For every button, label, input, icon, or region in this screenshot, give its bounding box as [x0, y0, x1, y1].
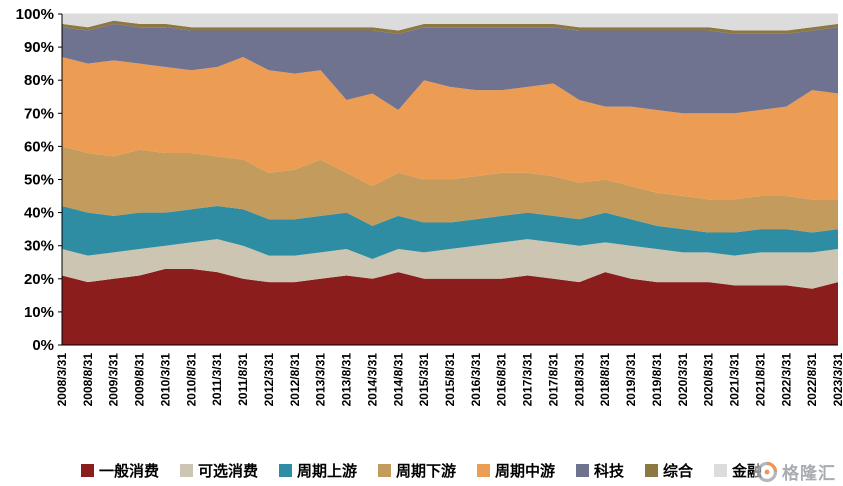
x-axis-label: 2013/8/31	[340, 353, 354, 407]
legend-label: 一般消费	[98, 463, 159, 480]
legend-item-2: 周期上游	[278, 460, 357, 481]
legend-swatch	[477, 464, 490, 477]
legend-item-7: 金融	[714, 460, 762, 481]
y-axis-label: 20%	[24, 271, 54, 288]
y-axis-label: 70%	[24, 105, 54, 122]
legend-swatch	[179, 464, 193, 477]
legend: 一般消费 可选消费 周期上游 周期下游 周期中游 科技 综合 金融	[0, 460, 843, 481]
legend-item-1: 可选消费	[179, 460, 258, 481]
legend-label: 金融	[732, 463, 763, 480]
legend-item-3: 周期下游	[377, 460, 456, 481]
area-series-5	[62, 23, 838, 114]
watermark-text: 格隆汇	[782, 464, 836, 483]
x-axis-label: 2018/3/31	[572, 353, 586, 407]
x-axis-label: 2009/8/31	[133, 353, 147, 407]
legend-label: 周期下游	[395, 463, 456, 480]
x-axis-label: 2022/3/31	[779, 353, 793, 407]
area-series-1	[62, 239, 838, 289]
x-axis-label: 2017/8/31	[546, 353, 560, 407]
legend-item-0: 一般消费	[80, 460, 159, 481]
y-axis-label: 50%	[24, 172, 54, 189]
x-axis-label: 2015/8/31	[443, 353, 457, 407]
x-axis-label: 2014/3/31	[365, 353, 379, 407]
legend-item-6: 综合	[645, 460, 693, 481]
x-axis-label: 2010/8/31	[184, 353, 198, 407]
area-series-2	[62, 205, 838, 259]
legend-label: 综合	[663, 463, 694, 480]
legend-swatch	[576, 464, 590, 477]
x-axis-label: 2014/8/31	[391, 353, 405, 407]
x-axis-label: 2020/3/31	[676, 353, 690, 407]
x-axis-label: 2021/8/31	[753, 353, 767, 407]
x-axis-label: 2011/3/31	[210, 353, 224, 406]
x-axis-label: 2016/3/31	[469, 353, 483, 407]
area-series-4	[62, 57, 838, 200]
legend-label: 科技	[594, 463, 625, 480]
chart-plot-area: 0% 10% 20% 30% 40% 50% 60% 70% 80% 90% 100% 2008/3/…	[16, 6, 843, 407]
x-axis-label: 2012/8/31	[288, 353, 302, 407]
x-axis-label: 2023/3/31	[831, 353, 843, 407]
gelonghui-logo-icon	[756, 461, 778, 482]
y-axis-label: 0%	[32, 337, 54, 354]
y-axis-label: 80%	[24, 72, 54, 89]
y-axis-label: 40%	[24, 205, 54, 222]
x-axis-label: 2017/3/31	[521, 353, 535, 407]
x-axis-label: 2011/8/31	[236, 353, 250, 406]
y-axis-label: 60%	[24, 138, 54, 155]
x-axis-label: 2013/3/31	[314, 353, 328, 407]
legend-label: 可选消费	[197, 463, 258, 480]
legend-swatch	[377, 464, 391, 477]
legend-label: 周期上游	[296, 463, 357, 480]
x-axis-label: 2016/8/31	[495, 353, 509, 407]
y-axis-label: 30%	[24, 238, 54, 255]
legend-label: 周期中游	[495, 463, 556, 480]
y-axis-label: 90%	[24, 39, 54, 56]
area-series-6	[62, 20, 838, 34]
x-axis-label: 2020/8/31	[702, 353, 716, 407]
x-axis-label: 2021/3/31	[728, 353, 742, 407]
y-axis-label: 100%	[16, 6, 54, 23]
x-axis-label: 2019/3/31	[624, 353, 638, 407]
x-axis-label: 2019/8/31	[650, 353, 664, 407]
x-axis-label: 2018/8/31	[598, 353, 612, 407]
area-series-0	[62, 268, 838, 345]
x-axis-label: 2012/3/31	[262, 353, 276, 407]
legend-item-4: 周期中游	[477, 460, 555, 481]
x-axis-label: 2010/3/31	[158, 353, 172, 407]
legend-swatch	[714, 464, 728, 477]
area-series-7	[62, 14, 838, 31]
x-axis-label: 2008/8/31	[81, 353, 95, 407]
legend-swatch	[645, 464, 659, 477]
gelonghui-watermark: 格隆汇	[754, 458, 838, 485]
legend-item-5: 科技	[576, 460, 624, 481]
legend-swatch	[80, 464, 94, 477]
legend-swatch	[278, 464, 292, 477]
y-axis-label: 10%	[24, 304, 54, 321]
x-axis-label: 2022/8/31	[805, 353, 819, 407]
x-axis-label: 2009/3/31	[107, 353, 121, 407]
x-axis-label: 2015/3/31	[417, 353, 431, 407]
area-series-3	[62, 146, 838, 233]
x-axis-label: 2008/3/31	[55, 353, 69, 407]
